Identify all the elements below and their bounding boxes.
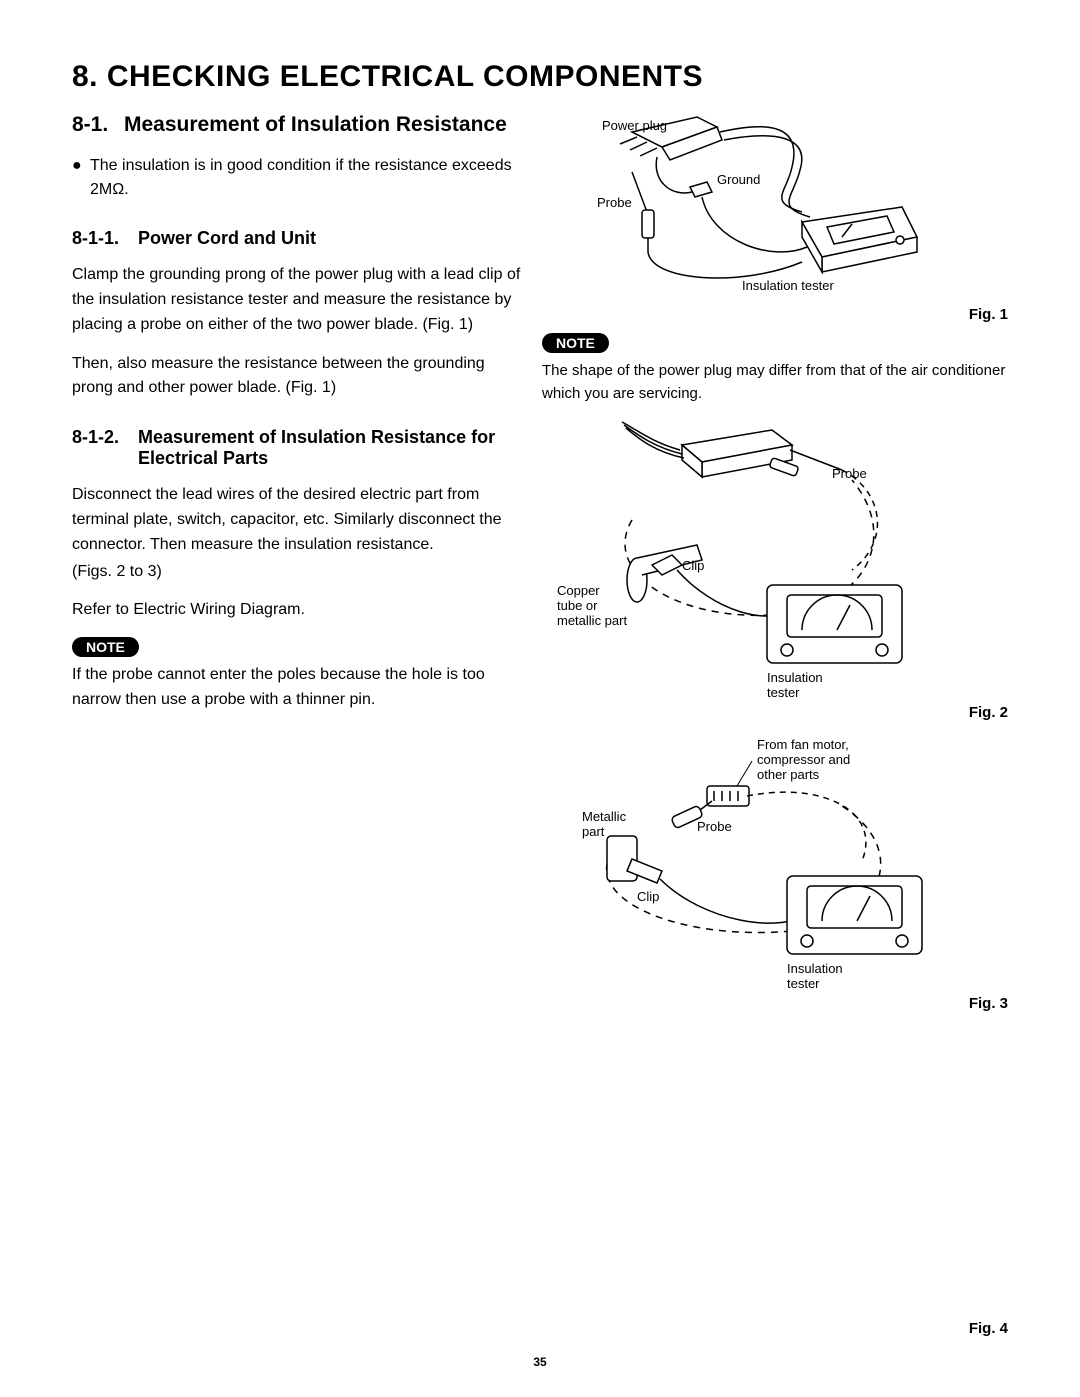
section-8-1-heading: 8-1. Measurement of Insulation Resistanc… bbox=[72, 112, 522, 138]
fig1-label-ground: Ground bbox=[717, 172, 760, 187]
bullet-item: ● The insulation is in good condition if… bbox=[72, 154, 522, 202]
fig2-label-copper2: tube or bbox=[557, 598, 598, 613]
figure-2-svg: Probe Clip Copper tube or metallic part … bbox=[542, 420, 962, 700]
fig2-label-probe: Probe bbox=[832, 466, 867, 481]
fig3-label-metallic1: Metallic bbox=[582, 809, 627, 824]
right-note-block: NOTE The shape of the power plug may dif… bbox=[542, 333, 1008, 406]
figure-3-svg: From fan motor, compressor and other par… bbox=[542, 731, 962, 991]
fig3-label-fan1: From fan motor, bbox=[757, 737, 849, 752]
section-title: Measurement of Insulation Resistance bbox=[124, 112, 507, 138]
figure-3-caption: Fig. 3 bbox=[542, 995, 1008, 1012]
fig3-label-tester1: Insulation bbox=[787, 961, 843, 976]
note-badge: NOTE bbox=[72, 637, 139, 657]
fig2-label-copper1: Copper bbox=[557, 583, 600, 598]
fig3-label-fan2: compressor and bbox=[757, 752, 850, 767]
paragraph: Disconnect the lead wires of the desired… bbox=[72, 483, 522, 557]
two-column-layout: 8-1. Measurement of Insulation Resistanc… bbox=[72, 112, 1008, 1022]
figure-2-caption: Fig. 2 bbox=[542, 704, 1008, 721]
section-title: Power Cord and Unit bbox=[138, 228, 316, 249]
paragraph: Then, also measure the resistance betwee… bbox=[72, 352, 522, 402]
section-number: 8-1-2. bbox=[72, 427, 138, 469]
fig1-label-probe: Probe bbox=[597, 195, 632, 210]
fig1-label-tester: Insulation tester bbox=[742, 278, 834, 293]
page-title: 8. CHECKING ELECTRICAL COMPONENTS bbox=[72, 60, 1008, 94]
right-column: Power plug Ground Probe Insulation teste… bbox=[542, 112, 1008, 1022]
fig2-label-copper3: metallic part bbox=[557, 613, 627, 628]
fig2-label-clip: Clip bbox=[682, 558, 704, 573]
figure-3: From fan motor, compressor and other par… bbox=[542, 731, 1008, 1012]
note-text: The shape of the power plug may differ f… bbox=[542, 359, 1008, 406]
paragraph: Clamp the grounding prong of the power p… bbox=[72, 263, 522, 337]
section-8-1-2-heading: 8-1-2. Measurement of Insulation Resista… bbox=[72, 427, 522, 469]
fig3-label-probe: Probe bbox=[697, 819, 732, 834]
section-number: 8-1-1. bbox=[72, 228, 138, 249]
fig1-label-power-plug: Power plug bbox=[602, 118, 667, 133]
left-column: 8-1. Measurement of Insulation Resistanc… bbox=[72, 112, 522, 1022]
paragraph: Refer to Electric Wiring Diagram. bbox=[72, 598, 522, 623]
fig3-label-tester2: tester bbox=[787, 976, 820, 991]
paragraph: (Figs. 2 to 3) bbox=[72, 560, 522, 585]
figure-1-caption: Fig. 1 bbox=[542, 306, 1008, 323]
figure-1-svg: Power plug Ground Probe Insulation teste… bbox=[542, 112, 962, 302]
note-text: If the probe cannot enter the poles beca… bbox=[72, 663, 522, 713]
page-number: 35 bbox=[0, 1355, 1080, 1369]
note-badge: NOTE bbox=[542, 333, 609, 353]
figure-1: Power plug Ground Probe Insulation teste… bbox=[542, 112, 1008, 323]
bullet-text: The insulation is in good condition if t… bbox=[90, 154, 522, 202]
figure-2: Probe Clip Copper tube or metallic part … bbox=[542, 420, 1008, 721]
bullet-dot-icon: ● bbox=[72, 154, 90, 202]
fig2-label-tester1: Insulation bbox=[767, 670, 823, 685]
figure-4-caption: Fig. 4 bbox=[969, 1320, 1008, 1337]
fig3-label-clip: Clip bbox=[637, 889, 659, 904]
fig3-label-fan3: other parts bbox=[757, 767, 820, 782]
section-number: 8-1. bbox=[72, 112, 124, 138]
fig3-label-metallic2: part bbox=[582, 824, 605, 839]
section-title: Measurement of Insulation Resistance for… bbox=[138, 427, 522, 469]
fig2-label-tester2: tester bbox=[767, 685, 800, 700]
section-8-1-1-heading: 8-1-1. Power Cord and Unit bbox=[72, 228, 522, 249]
